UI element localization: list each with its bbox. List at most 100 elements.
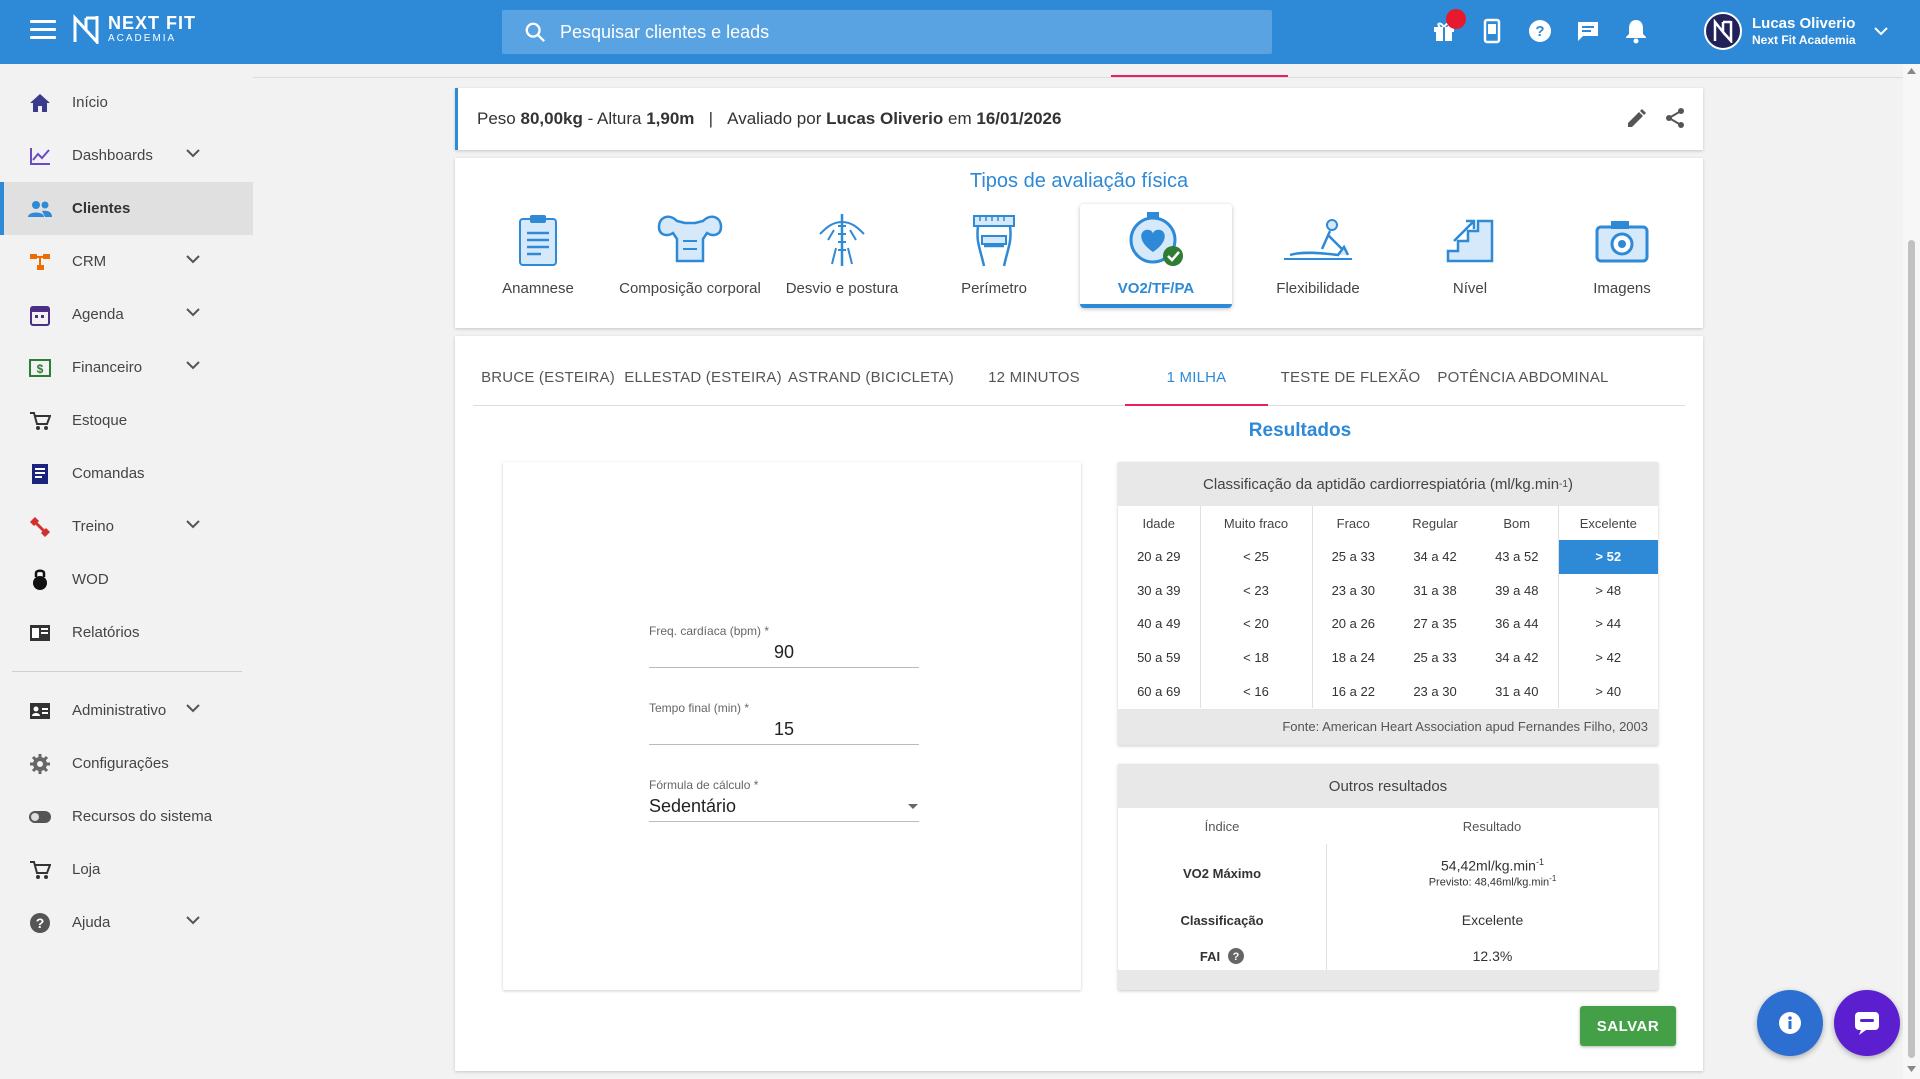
stretching-icon (1284, 219, 1352, 260)
sidebar-item-label: Agenda (72, 306, 124, 323)
table-header: Excelente (1557, 506, 1658, 540)
classification-title: Classificação da aptidão cardiorrespiató… (1118, 462, 1658, 506)
sidebar-item-recursos[interactable]: Recursos do sistema (0, 790, 253, 843)
scrollbar[interactable] (1903, 64, 1920, 1079)
sidebar-item-comandas[interactable]: Comandas (0, 447, 253, 500)
report-icon (28, 621, 52, 645)
table-cell: 20 a 26 (1311, 607, 1394, 641)
divider (253, 77, 1903, 78)
save-button[interactable]: SALVAR (1580, 1006, 1676, 1046)
sidebar-item-label: Início (72, 94, 108, 111)
help-icon[interactable]: ? (1228, 948, 1245, 964)
table-cell: 16 a 22 (1311, 674, 1394, 708)
muscle-body-icon (657, 215, 723, 263)
sidebar-item-ajuda[interactable]: ? Ajuda (0, 896, 253, 949)
sidebar-item-relatorios[interactable]: Relatórios (0, 606, 253, 659)
table-header: Bom (1503, 515, 1531, 531)
table-cell: 25 a 33 (1311, 540, 1394, 574)
tab-1-milha[interactable]: 1 MILHA (1125, 356, 1268, 406)
tab-bruce[interactable]: BRUCE (ESTEIRA) (481, 369, 615, 386)
gift-icon[interactable] (1430, 9, 1466, 48)
sidebar-item-inicio[interactable]: Início (0, 76, 253, 129)
peso-label: Peso (477, 109, 516, 128)
info-fab-button[interactable] (1757, 990, 1823, 1056)
chat-icon[interactable] (1574, 14, 1602, 48)
bell-icon[interactable] (1622, 14, 1650, 48)
tab-potencia-abdominal[interactable]: POTÊNCIA ABDOMINAL (1437, 369, 1609, 386)
tab-astrand[interactable]: ASTRAND (BICICLETA) (787, 369, 955, 386)
freq-label: Freq. cardíaca (bpm) * (649, 624, 770, 638)
type-flexibilidade[interactable]: Flexibilidade (1242, 204, 1394, 308)
sidebar-item-agenda[interactable]: Agenda (0, 288, 253, 341)
sidebar-item-crm[interactable]: CRM (0, 235, 253, 288)
search-icon (525, 22, 545, 42)
tablet-icon[interactable] (1478, 14, 1506, 48)
chat-fab-button[interactable] (1834, 990, 1900, 1056)
type-label: Composição corporal (619, 280, 761, 297)
type-vo2-tf-pa[interactable]: VO2/TF/PA (1080, 204, 1232, 308)
type-perimetro[interactable]: Perímetro (918, 204, 1070, 308)
scroll-up-icon[interactable] (1907, 68, 1916, 74)
types-title: Tipos de avaliação física (969, 170, 1189, 192)
chat-bubble-icon (1855, 1012, 1879, 1035)
vo2-value: 54,42ml/kg.min (1441, 858, 1536, 874)
table-header: Idade (1142, 515, 1176, 531)
tab-12-minutos[interactable]: 12 MINUTOS (988, 369, 1080, 386)
type-composicao-corporal[interactable]: Composição corporal (614, 204, 766, 308)
share-icon[interactable] (1663, 106, 1687, 130)
search-bar[interactable] (502, 10, 1272, 54)
other-results-card: Outros resultados Índice Resultado VO2 M… (1118, 764, 1658, 990)
sidebar-item-label: Estoque (72, 412, 128, 429)
sidebar-item-label: Treino (72, 518, 114, 535)
sidebar-item-financeiro[interactable]: $ Financeiro (0, 341, 253, 394)
user-menu[interactable]: Lucas Oliverio Next Fit Academia (1704, 12, 1888, 50)
sidebar-item-label: Dashboards (72, 147, 153, 164)
formula-select[interactable]: Sedentário (649, 792, 919, 822)
sidebar-item-administrativo[interactable]: Administrativo (0, 684, 253, 737)
type-label: VO2/TF/PA (1117, 280, 1195, 297)
gear-icon (28, 752, 52, 776)
tab-ellestad[interactable]: ELLESTAD (ESTEIRA) (624, 369, 782, 386)
scroll-thumb[interactable] (1908, 240, 1915, 1058)
type-imagens[interactable]: Imagens (1546, 204, 1698, 308)
sidebar-item-treino[interactable]: Treino (0, 500, 253, 553)
freq-input[interactable] (649, 638, 919, 668)
sidebar-item-clientes[interactable]: Clientes (0, 182, 253, 235)
brand-logo[interactable]: NEXT FIT ACADEMIA (72, 14, 196, 44)
tab-teste-flexao[interactable]: TESTE DE FLEXÃO (1280, 369, 1421, 386)
type-anamnese[interactable]: Anamnese (462, 204, 614, 308)
other-results-footer (1118, 970, 1658, 990)
table-cell: > 42 (1557, 640, 1658, 675)
chevron-down-icon (186, 361, 200, 370)
sidebar-item-label: Recursos do sistema (72, 808, 213, 825)
table-header: Fraco (1311, 506, 1394, 540)
edit-icon[interactable] (1625, 106, 1649, 130)
svg-text:?: ? (1233, 951, 1240, 963)
chevron-down-icon (186, 704, 200, 713)
next-fit-logo-icon (73, 14, 99, 44)
sidebar-item-configuracoes[interactable]: Configurações (0, 737, 253, 790)
scroll-down-icon[interactable] (1907, 1066, 1916, 1072)
chevron-down-icon (186, 916, 200, 925)
type-nivel[interactable]: Nível (1394, 204, 1546, 308)
table-cell: 23 a 30 (1413, 683, 1457, 699)
menu-icon[interactable] (30, 20, 56, 42)
search-input[interactable] (560, 21, 1240, 43)
svg-text:?: ? (36, 915, 45, 931)
help-icon[interactable]: ? (1526, 14, 1554, 48)
sidebar-item-label: Clientes (72, 200, 131, 217)
sidebar-item-dashboards[interactable]: Dashboards (0, 129, 253, 182)
sidebar-item-estoque[interactable]: Estoque (0, 394, 253, 447)
table-row: 40 a 49 < 20 20 a 26 27 a 35 36 a 44 > 44 (1118, 607, 1658, 641)
sidebar-item-wod[interactable]: WOD (0, 553, 253, 606)
table-cell: 20 a 29 (1137, 549, 1181, 565)
tempo-input[interactable] (649, 715, 919, 745)
type-desvio-postura[interactable]: Desvio e postura (766, 204, 918, 308)
svg-text:$: $ (37, 362, 44, 376)
avaliado-label: Avaliado por (727, 109, 822, 128)
test-card: BRUCE (ESTEIRA) ELLESTAD (ESTEIRA) ASTRA… (455, 336, 1703, 1071)
sidebar-item-loja[interactable]: Loja (0, 843, 253, 896)
table-cell: > 52 (1557, 540, 1658, 574)
table-header: Regular (1412, 515, 1458, 531)
chevron-down-icon (186, 308, 200, 317)
